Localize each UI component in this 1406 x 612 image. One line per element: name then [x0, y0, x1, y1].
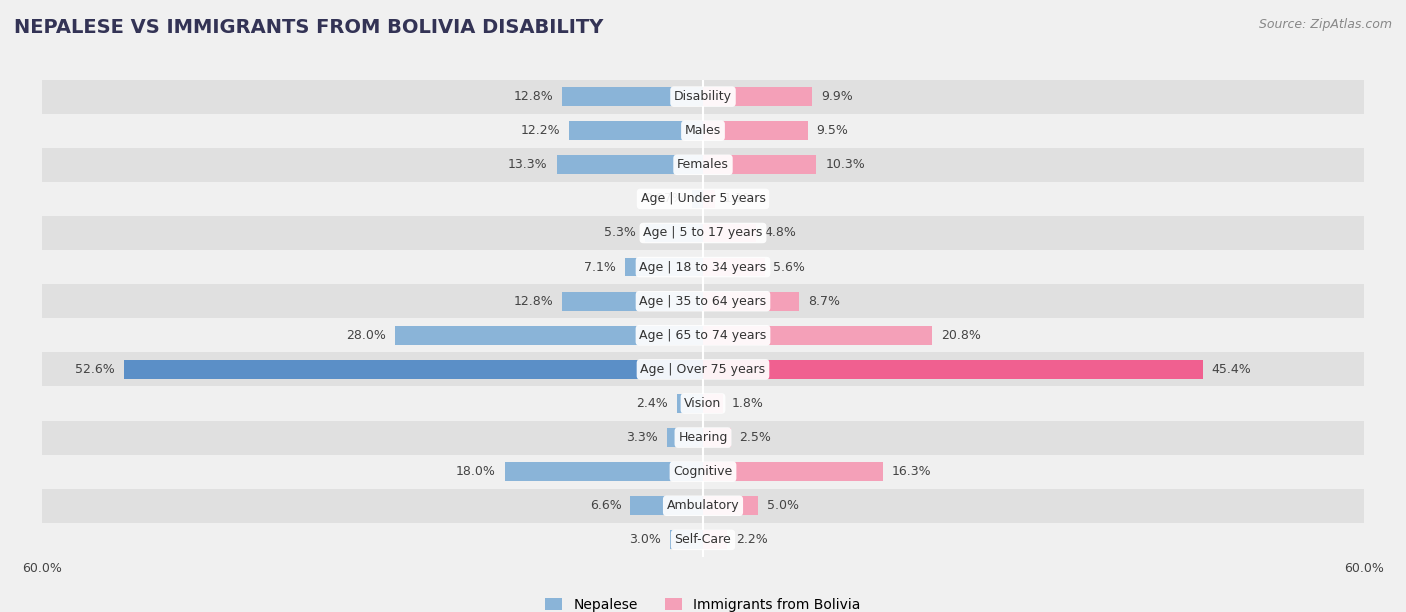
Bar	[624, 258, 703, 277]
Bar	[644, 223, 703, 242]
Text: 9.5%: 9.5%	[817, 124, 848, 137]
Text: Age | Over 75 years: Age | Over 75 years	[641, 363, 765, 376]
Bar	[676, 394, 703, 413]
Bar	[630, 496, 703, 515]
Text: 7.1%: 7.1%	[583, 261, 616, 274]
Text: 5.0%: 5.0%	[766, 499, 799, 512]
Bar	[42, 353, 1364, 386]
Bar	[42, 284, 1364, 318]
Bar	[42, 318, 1364, 353]
Bar	[42, 386, 1364, 420]
Text: 4.8%: 4.8%	[765, 226, 797, 239]
Text: Age | 35 to 64 years: Age | 35 to 64 years	[640, 295, 766, 308]
Bar	[42, 250, 1364, 284]
Legend: Nepalese, Immigrants from Bolivia: Nepalese, Immigrants from Bolivia	[546, 598, 860, 612]
Text: 3.0%: 3.0%	[630, 534, 661, 547]
Text: 45.4%: 45.4%	[1212, 363, 1251, 376]
Bar	[505, 462, 703, 481]
Bar	[562, 88, 703, 106]
Text: 28.0%: 28.0%	[346, 329, 385, 341]
Text: 10.3%: 10.3%	[825, 159, 865, 171]
Bar	[669, 531, 703, 549]
Text: Hearing: Hearing	[678, 431, 728, 444]
Text: NEPALESE VS IMMIGRANTS FROM BOLIVIA DISABILITY: NEPALESE VS IMMIGRANTS FROM BOLIVIA DISA…	[14, 18, 603, 37]
Bar	[42, 420, 1364, 455]
Bar	[703, 292, 799, 310]
Text: 1.1%: 1.1%	[724, 192, 755, 206]
Text: Age | 18 to 34 years: Age | 18 to 34 years	[640, 261, 766, 274]
Text: Age | Under 5 years: Age | Under 5 years	[641, 192, 765, 206]
Bar	[703, 155, 817, 174]
Bar	[124, 360, 703, 379]
Text: Cognitive: Cognitive	[673, 465, 733, 478]
Bar	[562, 292, 703, 310]
Text: Self-Care: Self-Care	[675, 534, 731, 547]
Bar	[42, 80, 1364, 114]
Text: 12.8%: 12.8%	[513, 295, 553, 308]
Text: 13.3%: 13.3%	[508, 159, 548, 171]
Bar	[666, 428, 703, 447]
Bar	[703, 258, 765, 277]
Bar	[42, 216, 1364, 250]
Text: 1.8%: 1.8%	[731, 397, 763, 410]
Bar	[703, 428, 731, 447]
Bar	[703, 394, 723, 413]
Text: 2.4%: 2.4%	[636, 397, 668, 410]
Bar	[557, 155, 703, 174]
Bar	[42, 182, 1364, 216]
Bar	[703, 496, 758, 515]
Text: 12.8%: 12.8%	[513, 90, 553, 103]
Text: 6.6%: 6.6%	[589, 499, 621, 512]
Bar	[703, 531, 727, 549]
Bar	[42, 489, 1364, 523]
Bar	[395, 326, 703, 345]
Text: Age | 5 to 17 years: Age | 5 to 17 years	[644, 226, 762, 239]
Bar	[703, 462, 883, 481]
Text: 18.0%: 18.0%	[456, 465, 496, 478]
Bar	[42, 523, 1364, 557]
Text: Males: Males	[685, 124, 721, 137]
Bar	[42, 147, 1364, 182]
Bar	[703, 223, 756, 242]
Text: Source: ZipAtlas.com: Source: ZipAtlas.com	[1258, 18, 1392, 31]
Text: 2.2%: 2.2%	[737, 534, 768, 547]
Bar	[42, 114, 1364, 147]
Text: Vision: Vision	[685, 397, 721, 410]
Text: Ambulatory: Ambulatory	[666, 499, 740, 512]
Text: 5.6%: 5.6%	[773, 261, 806, 274]
Text: 3.3%: 3.3%	[626, 431, 658, 444]
Text: Disability: Disability	[673, 90, 733, 103]
Bar	[703, 326, 932, 345]
Bar	[42, 455, 1364, 489]
Bar	[703, 360, 1204, 379]
Bar	[703, 88, 813, 106]
Text: 2.5%: 2.5%	[740, 431, 772, 444]
Text: 9.9%: 9.9%	[821, 90, 852, 103]
Text: 20.8%: 20.8%	[941, 329, 981, 341]
Text: 0.97%: 0.97%	[644, 192, 683, 206]
Bar	[692, 190, 703, 208]
Text: 52.6%: 52.6%	[75, 363, 115, 376]
Bar	[568, 121, 703, 140]
Text: 5.3%: 5.3%	[605, 226, 636, 239]
Bar	[703, 121, 807, 140]
Text: Females: Females	[678, 159, 728, 171]
Text: 8.7%: 8.7%	[807, 295, 839, 308]
Text: Age | 65 to 74 years: Age | 65 to 74 years	[640, 329, 766, 341]
Bar	[703, 190, 716, 208]
Text: 16.3%: 16.3%	[891, 465, 931, 478]
Text: 12.2%: 12.2%	[520, 124, 560, 137]
